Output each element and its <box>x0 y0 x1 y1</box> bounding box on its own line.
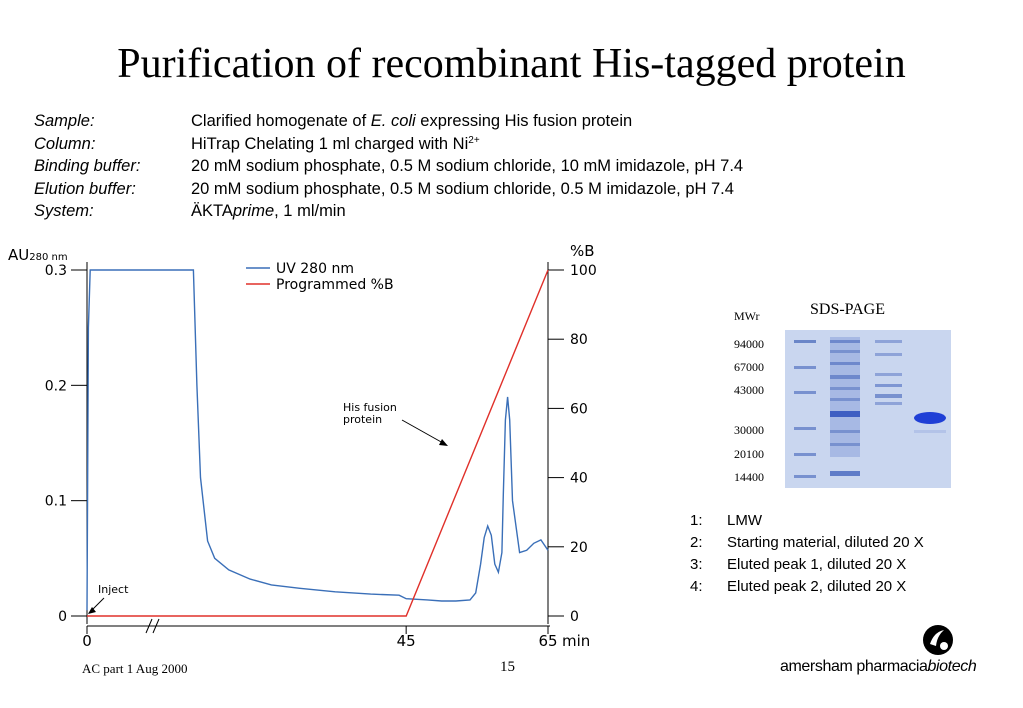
gel-marker-label: 94000 <box>734 337 764 351</box>
system-value-post: , 1 ml/min <box>274 202 346 220</box>
x-axis-unit-label: min <box>562 632 590 650</box>
logo-text-main: amersham pharmacia <box>780 658 928 675</box>
gel-lane-2 <box>830 337 860 476</box>
gel-background <box>785 330 951 488</box>
y-left-tick-label: 0.1 <box>45 494 67 510</box>
x-tick-label: 65 <box>538 632 557 650</box>
y-right-tick-label: 100 <box>570 263 597 279</box>
logo-text-tail: biotech <box>927 658 977 675</box>
chart-ticks: 0 0.1 0.2 0.3 0 20 40 60 80 100 0 45 65 min <box>45 263 597 650</box>
sample-label: Sample: <box>34 112 95 130</box>
sample-value-pre: Clarified homogenate of <box>191 112 371 130</box>
binding-label: Binding buffer: <box>34 157 141 175</box>
lane-legend-row: 1: LMW <box>690 510 924 532</box>
x-tick-label: 0 <box>82 632 92 650</box>
inject-arrow-head-icon <box>88 607 96 614</box>
y-right-tick-label: 0 <box>570 609 579 625</box>
binding-value: 20 mM sodium phosphate, 0.5 M sodium chl… <box>191 157 744 175</box>
series-programmed-b-line <box>87 269 549 617</box>
lane-number: 1: <box>690 512 703 529</box>
lane-legend-row: 2: Starting material, diluted 20 X <box>690 532 924 554</box>
lane-legend-row: 3: Eluted peak 1, diluted 20 X <box>690 554 924 576</box>
system-value-pre: ÄKTA <box>191 202 233 220</box>
column-label: Column: <box>34 134 96 153</box>
column-value-text: HiTrap Chelating 1 ml charged with Ni <box>191 134 469 153</box>
gel-marker-label: 43000 <box>734 383 764 397</box>
his-fusion-annotation-label: His fusion <box>343 401 397 414</box>
sample-value: Clarified homogenate of E. coli expressi… <box>191 110 632 133</box>
info-row-binding: Binding buffer: 20 mM sodium phosphate, … <box>34 155 743 178</box>
column-value-sup: 2+ <box>468 134 480 146</box>
info-row-sample: Sample: Clarified homogenate of E. coli … <box>34 110 743 133</box>
y-left-tick-label: 0.2 <box>45 378 67 394</box>
sds-page-gel: MWr SDS-PAGE 94000 67000 43000 30000 20100 14… <box>734 301 951 488</box>
page-number: 15 <box>500 659 515 675</box>
logo-mark-icon <box>923 625 953 655</box>
slide-title: Purification of recombinant His-tagged p… <box>117 41 906 87</box>
gel-marker-label: 67000 <box>734 360 764 374</box>
gel-marker-label: 20100 <box>734 447 764 461</box>
axis-break-mark <box>145 618 153 634</box>
his-fusion-annotation-label: protein <box>343 413 382 426</box>
chromatogram-chart: AU280 nm %B 0 0.1 0.2 0.3 0 20 40 60 80 100 0 45 65 mi… <box>8 242 597 650</box>
y-axis-left-label: AU280 nm <box>8 246 68 264</box>
gel-lane-3 <box>875 340 902 405</box>
y-right-tick-label: 40 <box>570 471 588 487</box>
y-axis-right-label: %B <box>570 242 595 260</box>
lane-description: Eluted peak 2, diluted 20 X <box>727 578 907 595</box>
gel-marker-labels: 94000 67000 43000 30000 20100 14400 <box>734 337 764 484</box>
his-fusion-arrow-head-icon <box>439 439 448 446</box>
lane-number: 2: <box>690 534 703 551</box>
his-fusion-arrow-line <box>401 419 444 444</box>
y-right-tick-label: 60 <box>570 401 588 417</box>
system-value-em: prime <box>232 202 275 220</box>
lane-legend-row: 4: Eluted peak 2, diluted 20 X <box>690 576 924 598</box>
chart-series <box>86 269 549 617</box>
gel-lane-4 <box>914 412 946 433</box>
lane-number: 3: <box>690 556 703 573</box>
legend-label: Programmed %B <box>276 277 394 293</box>
info-block: Sample: Clarified homogenate of E. coli … <box>34 110 743 223</box>
axis-break-mark <box>152 618 160 634</box>
series-uv-280-line <box>86 269 549 611</box>
y-right-tick-label: 20 <box>570 540 588 556</box>
lane-description: LMW <box>727 512 762 529</box>
sample-value-post: expressing His fusion protein <box>415 112 633 130</box>
y-right-tick-label: 80 <box>570 332 588 348</box>
x-tick-label: 45 <box>397 632 416 650</box>
gel-lane-1 <box>794 340 816 478</box>
gel-lane-legend: 1: LMW 2: Starting material, diluted 20 X 3:… <box>690 510 924 598</box>
logo-wordmark: amersham pharmaciabiotech <box>780 658 977 676</box>
elution-label: Elution buffer: <box>34 179 136 198</box>
lane-description: Eluted peak 1, diluted 20 X <box>727 556 907 573</box>
inject-annotation-label: Inject <box>98 583 129 596</box>
sample-value-organism: E. coli <box>370 112 416 130</box>
gel-marker-label: 30000 <box>734 423 764 437</box>
column-value: HiTrap Chelating 1 ml charged with Ni2+ <box>191 133 480 156</box>
info-row-system: System: ÄKTAprime, 1 ml/min <box>34 200 743 223</box>
system-label: System: <box>34 202 94 220</box>
chart-axes: AU280 nm %B <box>8 242 595 634</box>
y-left-tick-label: 0 <box>58 609 67 625</box>
sds-page-panel: MWr SDS-PAGE 94000 67000 43000 30000 20100 14… <box>700 295 960 500</box>
info-row-elution: Elution buffer: 20 mM sodium phosphate, … <box>34 178 743 201</box>
lane-description: Starting material, diluted 20 X <box>727 534 924 551</box>
company-logo: amersham pharmaciabiotech <box>770 620 1010 690</box>
elution-value: 20 mM sodium phosphate, 0.5 M sodium chl… <box>191 179 734 198</box>
gel-title: SDS-PAGE <box>810 301 885 318</box>
system-value: ÄKTAprime, 1 ml/min <box>191 200 346 223</box>
info-row-column: Column: HiTrap Chelating 1 ml charged wi… <box>34 133 743 156</box>
legend-label: UV 280 nm <box>276 261 354 277</box>
mwr-label: MWr <box>734 309 760 323</box>
lane-number: 4: <box>690 578 703 595</box>
y-left-tick-label: 0.3 <box>45 263 67 279</box>
footer-date: AC part 1 Aug 2000 <box>82 661 188 676</box>
gel-marker-label: 14400 <box>734 470 764 484</box>
